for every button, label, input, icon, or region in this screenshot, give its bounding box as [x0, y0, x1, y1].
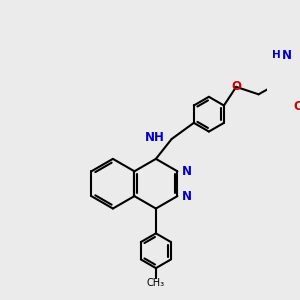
Text: O: O: [293, 100, 300, 113]
Text: N: N: [182, 190, 192, 202]
Text: N: N: [182, 165, 192, 178]
Text: NH: NH: [145, 131, 164, 144]
Text: H: H: [272, 50, 281, 60]
Text: N: N: [282, 49, 292, 62]
Text: O: O: [231, 80, 241, 93]
Text: CH₃: CH₃: [147, 278, 165, 288]
